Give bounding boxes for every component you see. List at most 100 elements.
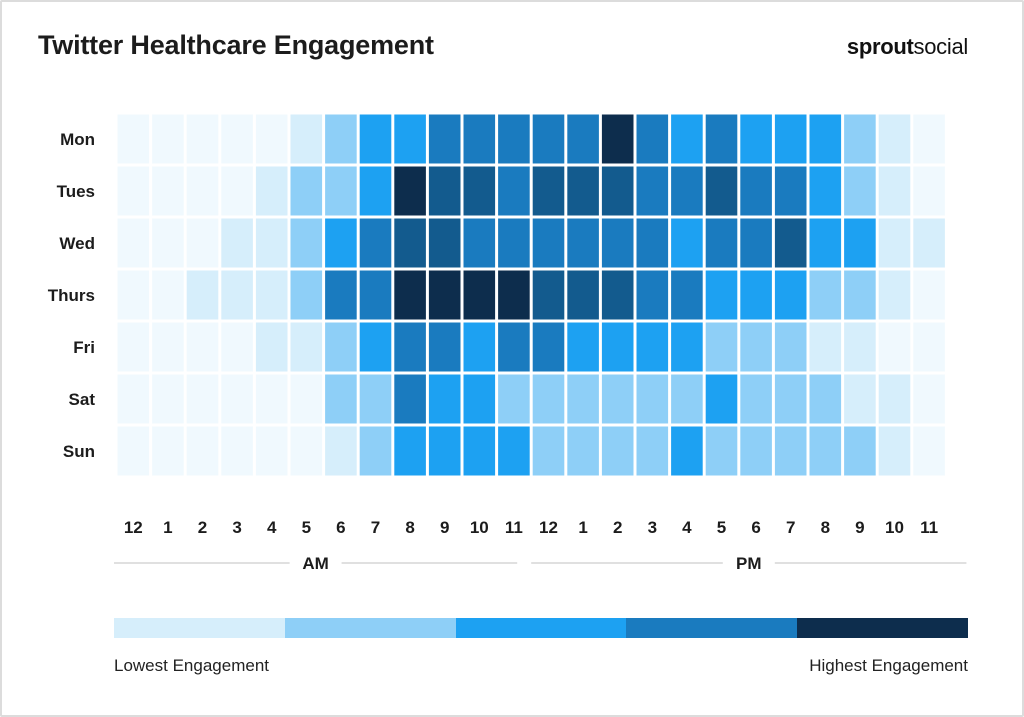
heatmap-cell xyxy=(844,426,876,476)
heatmap-cell xyxy=(117,270,150,320)
heatmap-cell xyxy=(601,270,634,320)
legend-color-segment xyxy=(797,618,968,638)
heatmap-cell xyxy=(567,166,599,216)
hour-tick-label: 2 xyxy=(613,518,622,537)
heatmap-cell xyxy=(913,322,945,372)
heatmap-cell xyxy=(636,166,669,216)
heatmap-cell xyxy=(498,322,530,372)
heatmap-cell xyxy=(186,218,219,268)
heatmap-cell xyxy=(705,426,738,476)
heatmap-cell xyxy=(325,218,357,268)
heatmap-cell xyxy=(705,166,738,216)
heatmap-cell xyxy=(809,114,842,164)
heatmap-cell xyxy=(601,114,634,164)
heatmap-cell xyxy=(878,218,911,268)
heatmap-cell xyxy=(152,426,184,476)
heatmap-cell xyxy=(844,374,876,424)
heatmap-cell xyxy=(636,322,669,372)
heatmap-cell xyxy=(878,270,911,320)
heatmap-cell xyxy=(809,322,842,372)
heatmap-cell xyxy=(913,426,945,476)
heatmap-cell xyxy=(428,218,461,268)
legend-lowest-label: Lowest Engagement xyxy=(114,656,269,675)
heatmap-cell xyxy=(394,218,426,268)
heatmap-cell xyxy=(359,270,392,320)
hour-tick-label: 10 xyxy=(470,518,489,537)
heatmap-cell xyxy=(186,114,219,164)
heatmap-cell xyxy=(359,218,392,268)
row-label: Fri xyxy=(73,338,95,357)
row-label: Tues xyxy=(57,182,95,201)
heatmap-cell xyxy=(844,114,876,164)
heatmap-cell xyxy=(636,374,669,424)
heatmap-cell xyxy=(740,374,772,424)
heatmap-cell xyxy=(878,322,911,372)
heatmap-cell xyxy=(532,166,565,216)
heatmap-cell xyxy=(255,374,288,424)
heatmap-cell xyxy=(152,270,184,320)
period-label: AM xyxy=(302,554,328,573)
heatmap-cell xyxy=(913,166,945,216)
heatmap-cell xyxy=(809,166,842,216)
row-label: Sun xyxy=(63,442,95,461)
hour-tick-label: 6 xyxy=(336,518,345,537)
heatmap-cell xyxy=(567,270,599,320)
heatmap-cell xyxy=(290,374,323,424)
heatmap-cell xyxy=(117,322,150,372)
heatmap-cell xyxy=(428,322,461,372)
heatmap-cell xyxy=(532,322,565,372)
row-label: Thurs xyxy=(48,286,95,305)
heatmap-cell xyxy=(532,426,565,476)
heatmap-cell xyxy=(221,322,253,372)
heatmap-cell xyxy=(290,114,323,164)
hour-tick-label: 3 xyxy=(232,518,241,537)
heatmap-cell xyxy=(913,114,945,164)
hour-tick-label: 9 xyxy=(855,518,864,537)
hour-tick-label: 8 xyxy=(821,518,830,537)
heatmap-cell xyxy=(428,426,461,476)
heatmap-cell xyxy=(636,426,669,476)
hour-tick-label: 8 xyxy=(405,518,414,537)
legend-color-segment xyxy=(114,618,285,638)
heatmap-cell xyxy=(325,114,357,164)
heatmap-cell xyxy=(671,426,703,476)
heatmap-cell xyxy=(394,114,426,164)
heatmap-cell xyxy=(221,426,253,476)
heatmap-cell xyxy=(117,426,150,476)
sprout-social-logo: sproutsocial xyxy=(847,34,968,60)
period-label-bg xyxy=(289,551,342,575)
heatmap-cell xyxy=(117,114,150,164)
heatmap-cell xyxy=(740,114,772,164)
heatmap-cell xyxy=(913,218,945,268)
heatmap-cell xyxy=(809,374,842,424)
heatmap-cell xyxy=(290,322,323,372)
heatmap-cell xyxy=(255,322,288,372)
heatmap-cell xyxy=(774,374,807,424)
heatmap-cell xyxy=(809,218,842,268)
heatmap-cell xyxy=(359,114,392,164)
heatmap-cell xyxy=(325,166,357,216)
heatmap-cell xyxy=(463,166,496,216)
heatmap-cell xyxy=(774,218,807,268)
heatmap-cell xyxy=(705,114,738,164)
logo-text-light: social xyxy=(913,34,969,59)
heatmap-cell xyxy=(463,270,496,320)
heatmap-cell xyxy=(878,426,911,476)
row-label: Sat xyxy=(69,390,96,409)
heatmap-cell xyxy=(394,374,426,424)
heatmap-cell xyxy=(152,166,184,216)
hour-tick-label: 9 xyxy=(440,518,449,537)
heatmap-cell xyxy=(428,270,461,320)
heatmap-cell xyxy=(671,270,703,320)
heatmap-cell xyxy=(255,166,288,216)
legend-color-segment xyxy=(626,618,798,638)
heatmap-cell xyxy=(152,218,184,268)
heatmap-cell xyxy=(463,114,496,164)
heatmap-cell xyxy=(809,270,842,320)
heatmap-cell xyxy=(774,426,807,476)
heatmap-cell xyxy=(117,374,150,424)
legend-color-segment xyxy=(455,618,627,638)
heatmap-cell xyxy=(221,374,253,424)
period-label-bg xyxy=(722,551,775,575)
heatmap-cell xyxy=(394,426,426,476)
